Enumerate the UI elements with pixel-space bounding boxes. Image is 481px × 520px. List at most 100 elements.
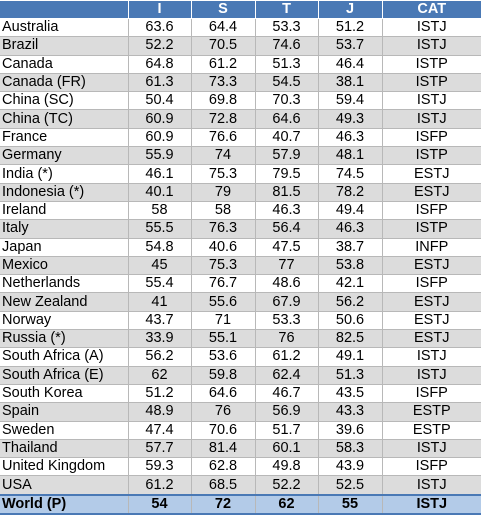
cell-t: 81.5 (254, 182, 319, 202)
header-row: I S T J CAT (0, 0, 481, 19)
cell-country: Spain (0, 402, 129, 422)
total-cat: ISTJ (381, 493, 481, 515)
table-row: Sweden 47.4 70.6 51.7 39.6 ESTP (0, 420, 481, 440)
cell-i: 59.3 (127, 457, 192, 477)
cell-cat: ISFP (381, 127, 481, 148)
cell-cat: ISFP (381, 200, 481, 221)
cell-country: India (*) (0, 164, 129, 184)
cell-i: 60.9 (127, 127, 192, 148)
cell-t: 46.3 (254, 200, 319, 221)
table-row: New Zealand 41 55.6 67.9 56.2 ESTJ (0, 292, 481, 312)
cell-cat: ESTJ (381, 182, 481, 202)
cell-i: 55.9 (127, 146, 192, 166)
table-row: South Korea 51.2 64.6 46.7 43.5 ISFP (0, 383, 481, 404)
cell-i: 45 (127, 255, 192, 276)
cell-i: 50.4 (127, 91, 192, 111)
cell-cat: ISFP (381, 383, 481, 404)
cell-t: 40.7 (254, 127, 319, 148)
cell-t: 48.6 (254, 274, 319, 294)
table-row: South Africa (E) 62 59.8 62.4 51.3 ISTJ (0, 365, 481, 385)
cell-cat: INFP (381, 237, 481, 257)
table-row: Russia (*) 33.9 55.1 76 82.5 ESTJ (0, 329, 481, 349)
cell-j: 38.7 (317, 237, 383, 257)
cell-s: 68.5 (190, 475, 256, 496)
cell-i: 61.2 (127, 475, 192, 496)
cell-cat: ISTJ (381, 109, 481, 129)
table-row: Spain 48.9 76 56.9 43.3 ESTP (0, 402, 481, 422)
cell-cat: ISTP (381, 146, 481, 166)
table-row: France 60.9 76.6 40.7 46.3 ISFP (0, 127, 481, 148)
cell-country: South Africa (E) (0, 365, 129, 385)
header-i: I (127, 0, 192, 19)
cell-cat: ISTP (381, 54, 481, 74)
cell-j: 46.3 (317, 127, 383, 148)
cell-cat: ISTJ (381, 17, 481, 38)
cell-s: 70.5 (190, 36, 256, 56)
cell-j: 38.1 (317, 72, 383, 93)
cell-t: 56.4 (254, 219, 319, 239)
cell-s: 72.8 (190, 109, 256, 129)
cell-j: 82.5 (317, 329, 383, 349)
cell-i: 61.3 (127, 72, 192, 93)
cell-country: Canada (0, 54, 129, 74)
cell-s: 58 (190, 200, 256, 221)
cell-cat: ISFP (381, 457, 481, 477)
cell-country: Japan (0, 237, 129, 257)
cell-j: 58.3 (317, 438, 383, 459)
header-s: S (190, 0, 256, 19)
cell-country: Canada (FR) (0, 72, 129, 93)
cell-s: 79 (190, 182, 256, 202)
cell-j: 43.5 (317, 383, 383, 404)
cell-j: 53.7 (317, 36, 383, 56)
cell-i: 52.2 (127, 36, 192, 56)
cell-j: 53.8 (317, 255, 383, 276)
cell-country: Australia (0, 17, 129, 38)
cell-j: 51.2 (317, 17, 383, 38)
cell-cat: ISTJ (381, 438, 481, 459)
cell-i: 40.1 (127, 182, 192, 202)
cell-s: 71 (190, 310, 256, 331)
cell-j: 56.2 (317, 292, 383, 312)
cell-s: 55.6 (190, 292, 256, 312)
table-row: USA 61.2 68.5 52.2 52.5 ISTJ (0, 475, 481, 496)
cell-i: 33.9 (127, 329, 192, 349)
table-row: Mexico 45 75.3 77 53.8 ESTJ (0, 255, 481, 276)
cell-s: 64.6 (190, 383, 256, 404)
cell-i: 56.2 (127, 347, 192, 367)
cell-t: 79.5 (254, 164, 319, 184)
total-s: 72 (190, 493, 256, 515)
total-country: World (P) (0, 493, 129, 515)
cell-cat: ISFP (381, 274, 481, 294)
cell-cat: ESTJ (381, 329, 481, 349)
cell-t: 53.3 (254, 310, 319, 331)
cell-s: 61.2 (190, 54, 256, 74)
cell-j: 51.3 (317, 365, 383, 385)
cell-country: Netherlands (0, 274, 129, 294)
cell-cat: ISTP (381, 219, 481, 239)
cell-s: 59.8 (190, 365, 256, 385)
table-row: India (*) 46.1 75.3 79.5 74.5 ESTJ (0, 164, 481, 184)
cell-t: 64.6 (254, 109, 319, 129)
cell-s: 75.3 (190, 164, 256, 184)
cell-t: 57.9 (254, 146, 319, 166)
cell-t: 67.9 (254, 292, 319, 312)
cell-j: 78.2 (317, 182, 383, 202)
cell-j: 49.1 (317, 347, 383, 367)
cell-s: 76 (190, 402, 256, 422)
cell-country: Brazil (0, 36, 129, 56)
table-body: Australia 63.6 64.4 53.3 51.2 ISTJ Brazil 52.2 7… (0, 17, 481, 496)
header-country (0, 0, 129, 19)
cell-s: 62.8 (190, 457, 256, 477)
cell-t: 77 (254, 255, 319, 276)
cell-country: New Zealand (0, 292, 129, 312)
cell-j: 43.3 (317, 402, 383, 422)
table-row: Italy 55.5 76.3 56.4 46.3 ISTP (0, 219, 481, 239)
cell-cat: ISTP (381, 72, 481, 93)
cell-j: 74.5 (317, 164, 383, 184)
cell-country: China (SC) (0, 91, 129, 111)
cell-cat: ESTJ (381, 310, 481, 331)
cell-country: Germany (0, 146, 129, 166)
cell-s: 55.1 (190, 329, 256, 349)
cell-j: 42.1 (317, 274, 383, 294)
